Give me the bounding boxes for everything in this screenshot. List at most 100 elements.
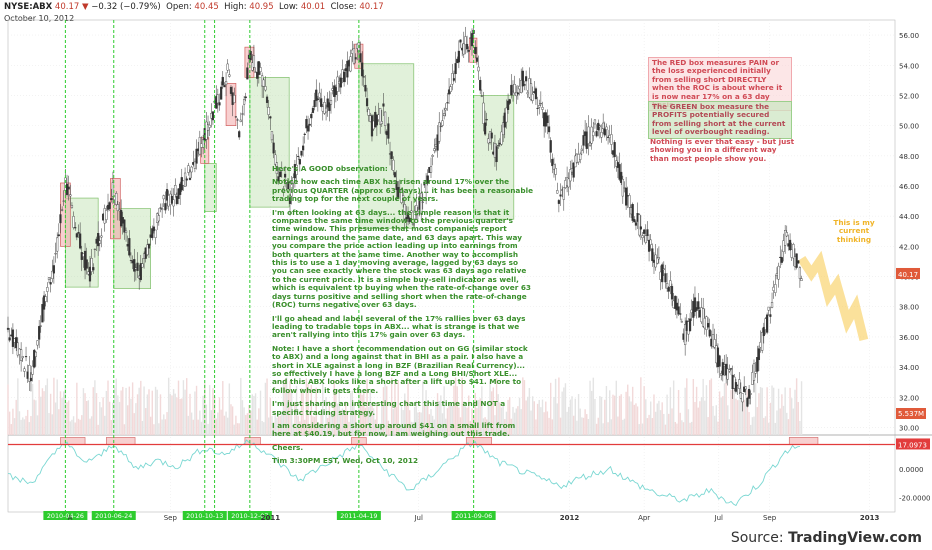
source-credit: Source: TradingView.com — [731, 530, 922, 546]
candle-body — [220, 86, 223, 100]
candle-body — [769, 314, 772, 317]
candle-body — [146, 244, 149, 255]
volume-bar — [294, 401, 296, 435]
volume-bar — [487, 404, 490, 435]
volume-bar — [261, 421, 263, 435]
volume-bar — [609, 390, 611, 435]
volume-bar — [154, 386, 157, 435]
candle-body — [256, 71, 259, 79]
volume-bar — [307, 383, 309, 435]
candle-body — [151, 228, 154, 239]
low-label: Low: — [279, 2, 299, 12]
candle-body — [547, 126, 551, 133]
volume-bar — [713, 415, 716, 435]
volume-bar — [202, 395, 204, 435]
volume-bar — [284, 379, 286, 435]
volume-bar — [20, 419, 22, 435]
price-tick-label: 36.00 — [899, 334, 919, 342]
time-tick-label: 2013 — [860, 514, 880, 522]
candle-body — [579, 153, 582, 160]
candle-body — [387, 123, 390, 139]
candle-body — [649, 239, 652, 245]
volume-bar — [615, 380, 617, 435]
volume-bar — [41, 388, 44, 435]
last-price-tag — [896, 267, 920, 279]
volume-bar — [49, 393, 52, 435]
price-tick-label: 48.00 — [899, 153, 919, 161]
candle-body — [433, 148, 436, 151]
volume-bar — [404, 393, 406, 435]
candle-body — [20, 349, 23, 361]
volume-bar — [97, 424, 99, 435]
candle-body — [646, 229, 649, 236]
candle-body — [283, 173, 287, 178]
candle-body — [324, 107, 328, 113]
volume-bar — [258, 408, 260, 435]
candle-body — [193, 161, 197, 169]
candle-body — [124, 230, 128, 233]
forecast-zigzag — [797, 250, 869, 342]
volume-bar — [118, 401, 121, 435]
candle-body — [343, 71, 346, 83]
volume-bar — [187, 415, 190, 435]
volume-bar — [253, 395, 255, 435]
volume-bar — [689, 422, 691, 435]
volume-bar — [387, 420, 390, 435]
volume-bar — [212, 388, 214, 435]
open-value: 40.45 — [194, 2, 219, 12]
candle-body — [610, 134, 613, 145]
volume-bar — [674, 421, 676, 435]
candle-body — [216, 94, 219, 104]
time-tick-label: Sep — [164, 514, 178, 522]
volume-bar — [753, 416, 755, 435]
volume-bar — [390, 377, 393, 435]
candle-body — [684, 324, 687, 345]
candle-body — [367, 109, 370, 116]
volume-bar — [323, 424, 326, 435]
candle-body — [534, 88, 538, 100]
volume-bar — [666, 394, 668, 435]
volume-bar — [151, 390, 153, 435]
candle-body — [420, 192, 423, 214]
candle-body — [556, 190, 559, 194]
volume-bar — [140, 380, 142, 435]
volume-bar — [8, 411, 11, 435]
candle-body — [557, 200, 560, 204]
candle-body — [61, 209, 64, 211]
candle-body — [380, 121, 383, 125]
candle-body — [282, 188, 285, 193]
volume-bar — [664, 424, 667, 435]
candle-body — [651, 248, 654, 262]
analysis-boxes — [60, 37, 515, 289]
volume-bar — [590, 390, 593, 435]
volume-bar — [402, 410, 404, 435]
volume-bar — [164, 419, 167, 435]
volume-bar — [571, 396, 573, 435]
volume-bar — [51, 414, 53, 435]
volume-bar — [586, 414, 588, 435]
candle-body — [72, 216, 75, 228]
volume-bar — [718, 391, 721, 435]
candle-body — [477, 66, 480, 72]
roc-tick-label: -20.0000 — [899, 495, 930, 503]
open-label: Open: — [166, 2, 192, 12]
volume-bar — [700, 397, 703, 435]
candle-body — [479, 80, 482, 91]
candle-body — [161, 208, 164, 211]
candle-body — [613, 142, 616, 158]
candle-body — [74, 227, 77, 229]
candle-body — [605, 126, 608, 130]
source-brand[interactable]: TradingView.com — [788, 530, 922, 546]
volume-bar — [548, 417, 550, 435]
candle-body — [79, 233, 82, 249]
candle-body — [749, 393, 752, 395]
volume-bar — [768, 422, 770, 435]
candle-body — [298, 159, 301, 165]
volume-bar — [220, 409, 222, 435]
candle-body — [218, 102, 221, 106]
candle-body — [364, 84, 367, 92]
grid — [7, 19, 932, 513]
volume-bar — [792, 408, 795, 435]
candle-body — [688, 318, 692, 332]
